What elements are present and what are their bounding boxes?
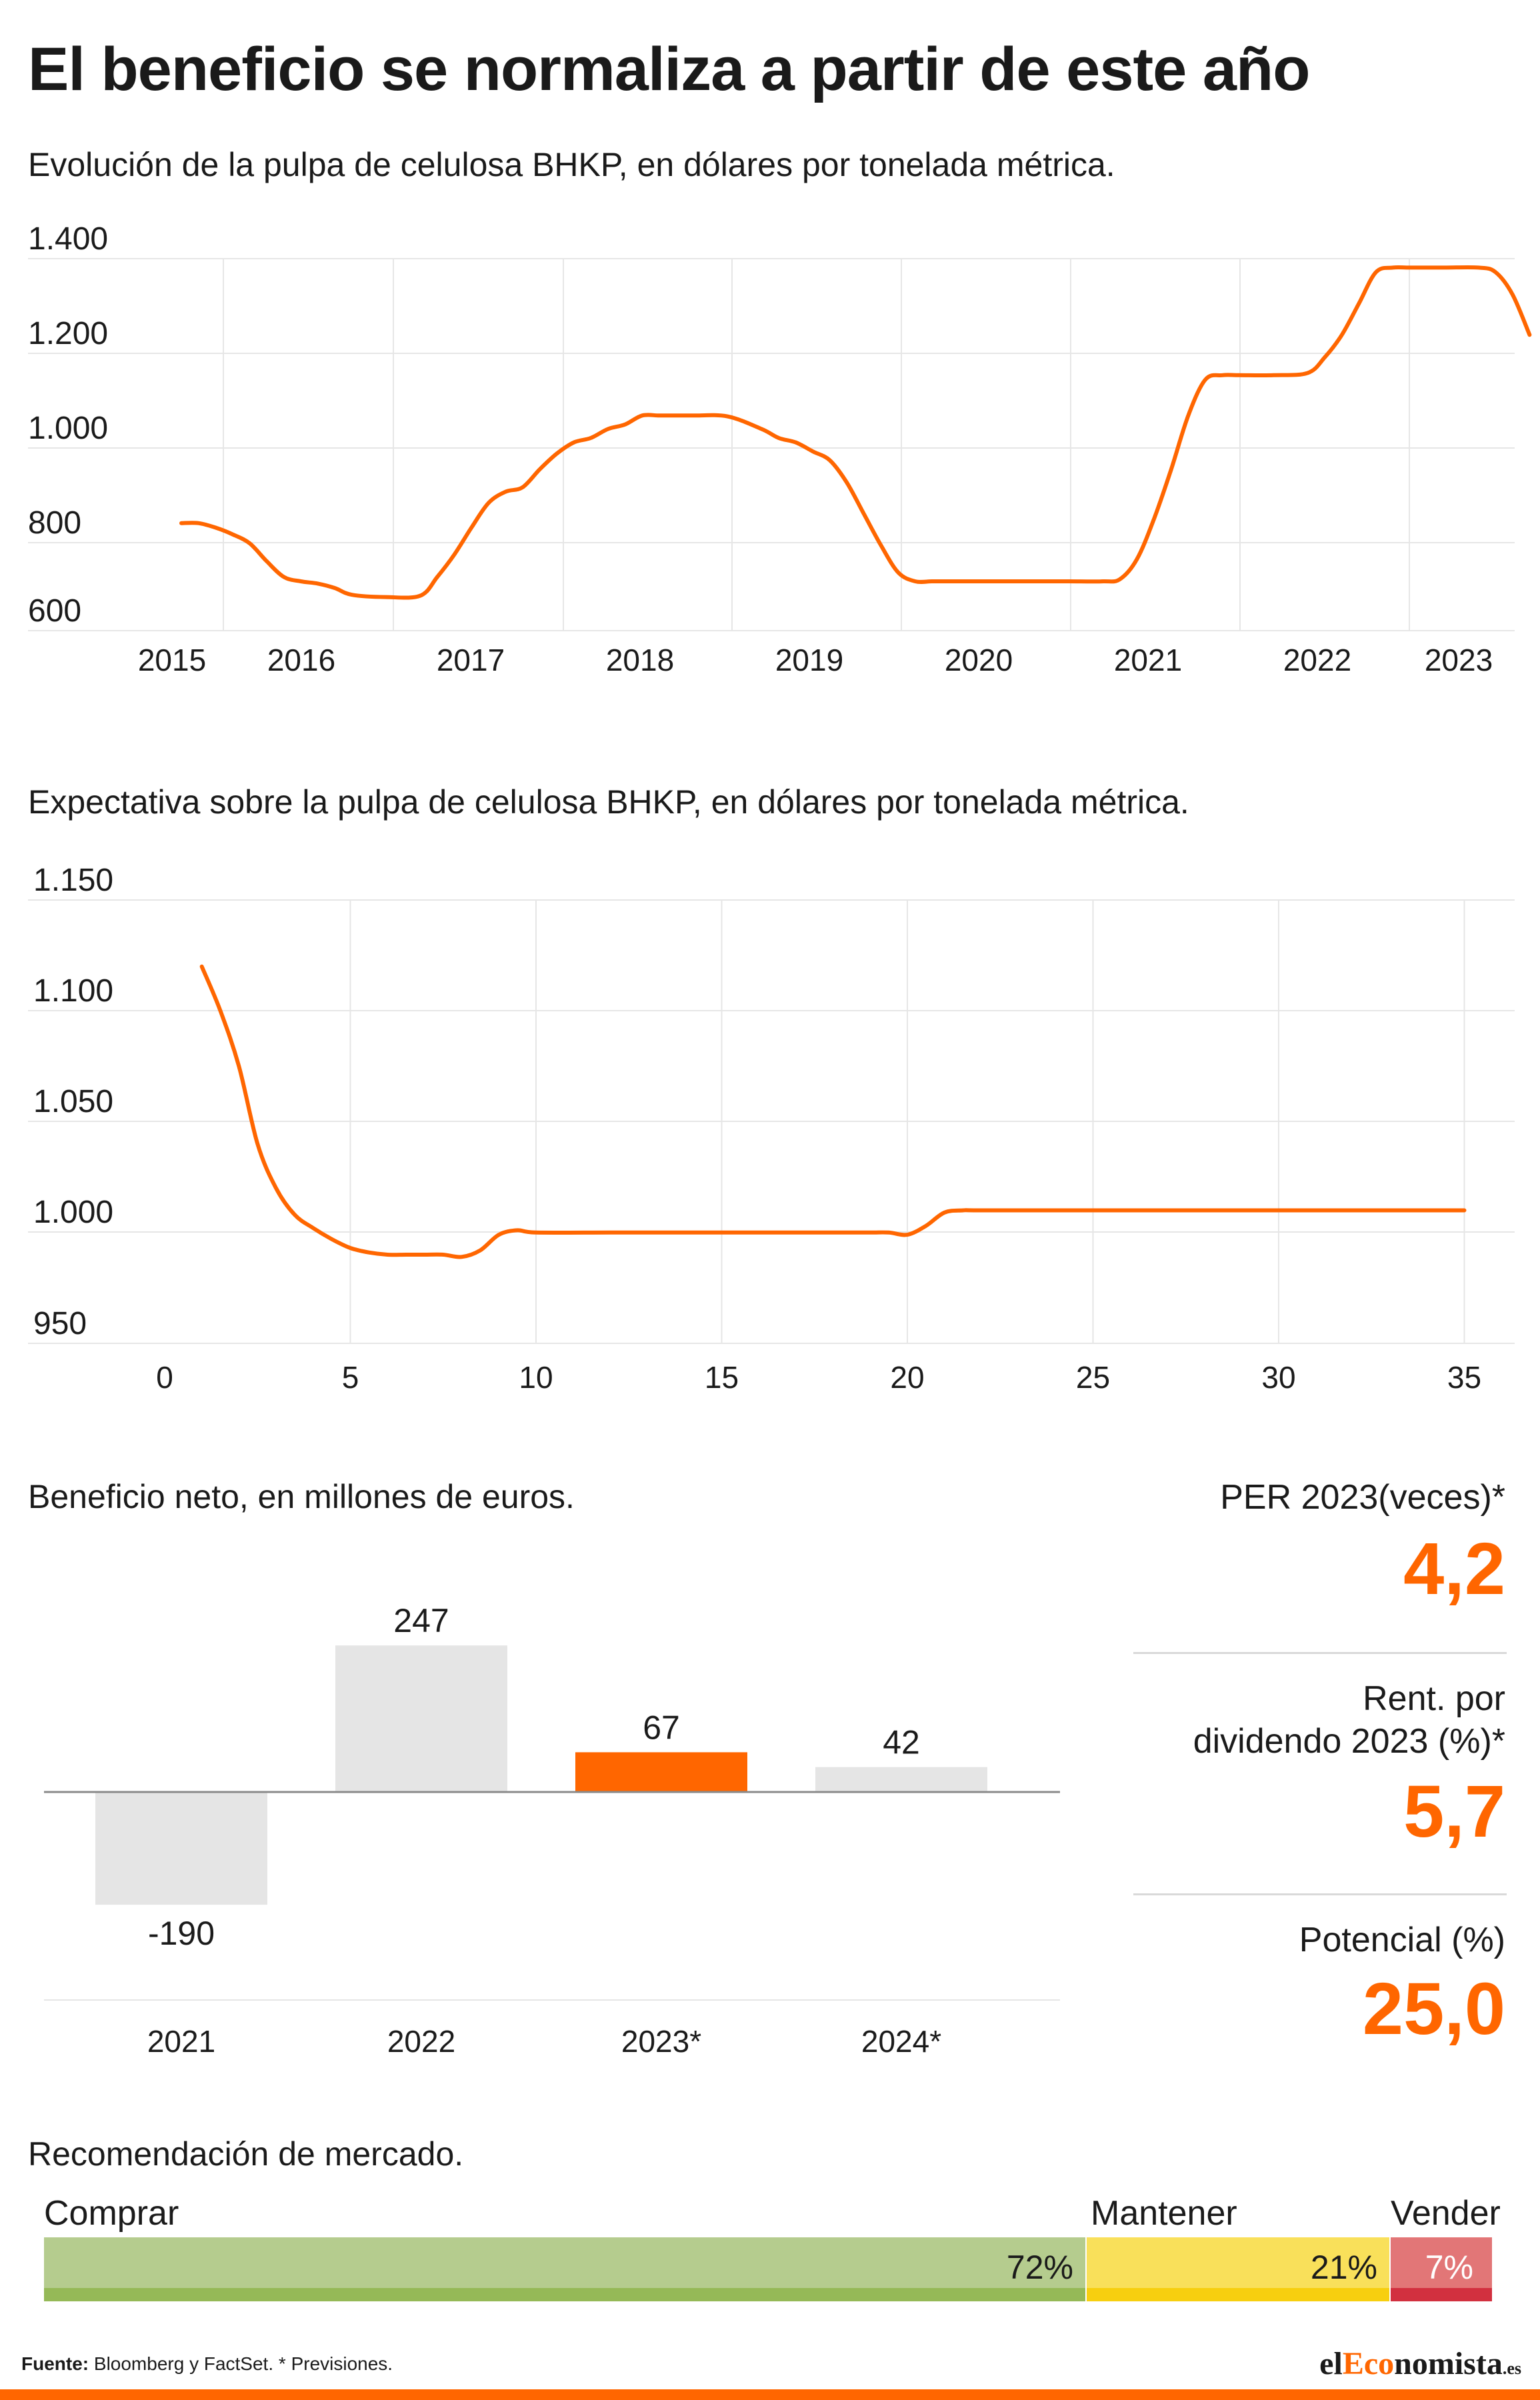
kpi-dividend-label-line1: Rent. por — [1363, 1679, 1505, 1718]
series-line — [179, 265, 1532, 600]
x-tick-label: 2015 — [138, 643, 206, 677]
logo-part: .es — [1502, 2359, 1521, 2378]
bar-value-label: 42 — [883, 1724, 920, 1761]
y-tick-label: 1.000 — [28, 411, 108, 446]
logo-part: nomista — [1394, 2346, 1503, 2381]
x-tick-label: 35 — [1447, 1360, 1481, 1395]
chart1-line-chart: 1.400 1.200 1.000 800 600 2015 2016 2017 2018 201… — [28, 221, 1532, 677]
footer-rule — [0, 2389, 1540, 2400]
x-tick-label: 2020 — [945, 643, 1013, 677]
kpi-potential-label: Potencial (%) — [1299, 1921, 1505, 1959]
source-note: Fuente: Bloomberg y FactSet. * Prevision… — [21, 2353, 393, 2375]
bar — [335, 1645, 507, 1792]
rec-label-sell: Vender — [1391, 2194, 1501, 2233]
x-tick-label: 30 — [1261, 1360, 1295, 1395]
x-tick-label: 0 — [156, 1360, 173, 1395]
y-tick-label: 600 — [28, 593, 81, 629]
kpi-per-value: 4,2 — [1403, 1528, 1505, 1610]
kpi-dividend-label-line2: dividendo 2023 (%)* — [1193, 1722, 1505, 1761]
brand-logo: elEconomista.es — [1319, 2345, 1521, 2382]
y-tick-label: 800 — [28, 505, 81, 541]
rec-label-hold: Mantener — [1091, 2194, 1237, 2233]
bar-value-label: -190 — [148, 1915, 215, 1952]
y-tick-label: 950 — [33, 1306, 87, 1341]
x-tick-label: 5 — [342, 1360, 359, 1395]
rec-value-buy: 72% — [1006, 2249, 1073, 2286]
bar — [815, 1767, 987, 1792]
source-text: Bloomberg y FactSet. * Previsiones. — [89, 2353, 393, 2374]
x-tick-label: 2017 — [437, 643, 505, 677]
y-tick-label: 1.000 — [33, 1195, 113, 1230]
y-tick-label: 1.100 — [33, 973, 113, 1009]
x-tick-label: 2018 — [606, 643, 674, 677]
rec-bar-hold: 21% — [1087, 2237, 1389, 2301]
kpi-per-label: PER 2023(veces)* — [1220, 1478, 1505, 1517]
rec-bar-sell: 7% — [1391, 2237, 1492, 2301]
bar-value-label: 67 — [643, 1709, 680, 1746]
x-tick-label: 2022 — [1283, 643, 1351, 677]
x-tick-label: 10 — [519, 1360, 553, 1395]
x-tick-label: 2023 — [1425, 643, 1493, 677]
rec-label-buy: Comprar — [44, 2194, 179, 2233]
x-tick-label: 2019 — [775, 643, 843, 677]
x-tick-label: 20 — [890, 1360, 924, 1395]
bar — [95, 1792, 267, 1905]
x-tick-label: 2021 — [1114, 643, 1182, 677]
kpi-dividend-label: Rent. por dividendo 2023 (%)* — [1193, 1677, 1505, 1763]
logo-part: Eco — [1342, 2346, 1395, 2381]
chart3-subtitle: Beneficio neto, en millones de euros. — [28, 1478, 575, 1515]
y-tick-label: 1.200 — [28, 316, 108, 351]
bar — [575, 1752, 747, 1792]
series-line — [199, 964, 1467, 1259]
kpi-divider — [1133, 1893, 1507, 1895]
y-tick-label: 1.050 — [33, 1084, 113, 1119]
x-tick-label: 2021 — [147, 2024, 215, 2059]
logo-part: el — [1319, 2346, 1343, 2381]
bar-value-label: 247 — [393, 1602, 449, 1639]
rec-bar-buy: 72% — [44, 2237, 1085, 2301]
rec-value-sell: 7% — [1425, 2249, 1473, 2286]
chart2-subtitle: Expectativa sobre la pulpa de celulosa B… — [28, 783, 1189, 821]
x-tick-label: 2022 — [387, 2024, 455, 2059]
x-tick-label: 15 — [705, 1360, 739, 1395]
source-prefix: Fuente: — [21, 2353, 89, 2374]
x-tick-label: 2016 — [267, 643, 335, 677]
kpi-potential-value: 25,0 — [1362, 1968, 1505, 2050]
rec-value-hold: 21% — [1310, 2249, 1377, 2286]
x-tick-label: 2023* — [621, 2024, 701, 2059]
chart2-line-chart: 1.150 1.100 1.050 1.000 950 0 5 10 15 20 25 30 35 — [28, 863, 1515, 1395]
page-title: El beneficio se normaliza a partir de es… — [28, 35, 1310, 103]
recommendation-subtitle: Recomendación de mercado. — [28, 2135, 464, 2173]
y-tick-label: 1.150 — [33, 863, 113, 898]
y-tick-label: 1.400 — [28, 221, 108, 257]
chart1-subtitle: Evolución de la pulpa de celulosa BHKP, … — [28, 146, 1115, 183]
x-tick-label: 25 — [1076, 1360, 1110, 1395]
kpi-divider — [1133, 1652, 1507, 1654]
x-tick-label: 2024* — [861, 2024, 941, 2059]
chart3-bar-chart: -190 2021 247 2022 67 2023* 42 2024* — [44, 1602, 1060, 2059]
kpi-dividend-value: 5,7 — [1403, 1771, 1505, 1853]
